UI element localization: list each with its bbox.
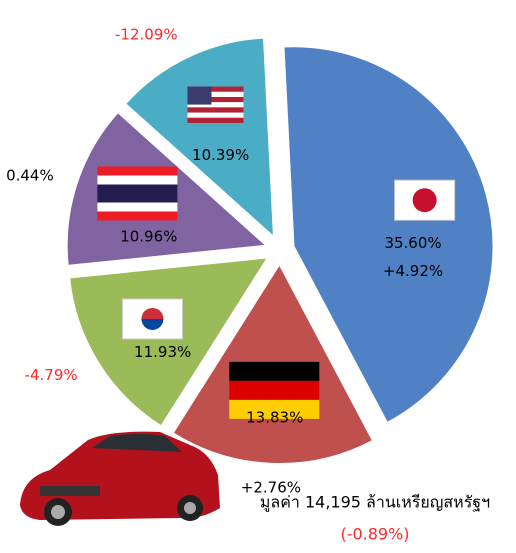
- value-label: 11.93%: [134, 343, 191, 361]
- change-label: -4.79%: [25, 366, 78, 384]
- flag: [97, 202, 177, 211]
- flag: [97, 184, 177, 202]
- change-label: +4.92%: [383, 262, 443, 280]
- value-label: 10.96%: [120, 228, 177, 246]
- flag-icon: [187, 87, 243, 123]
- change-label: 0.44%: [6, 167, 54, 185]
- flag: [187, 113, 243, 118]
- flag: [97, 166, 177, 175]
- value-label: 10.39%: [192, 146, 249, 164]
- flag-icon: [97, 166, 177, 220]
- flag: [229, 381, 319, 400]
- value-label: 13.83%: [246, 408, 303, 426]
- flag-icon: [395, 180, 455, 220]
- change-label: -12.09%: [115, 26, 178, 44]
- value-label: 35.60%: [384, 234, 441, 252]
- flag: [413, 188, 437, 212]
- flag: [229, 362, 319, 381]
- change-label: +2.76%: [241, 478, 301, 496]
- flag-icon: [122, 299, 182, 339]
- flag: [187, 118, 243, 123]
- car-picture: [20, 432, 220, 526]
- flag: [187, 107, 243, 112]
- total-change: (-0.89%): [340, 525, 409, 544]
- flag: [187, 87, 211, 105]
- flag: [97, 175, 177, 184]
- chart: มูลค่า 14,195 ล้านเหรียญสหรัฐฯ (-0.89%) …: [0, 0, 516, 549]
- flag: [97, 211, 177, 220]
